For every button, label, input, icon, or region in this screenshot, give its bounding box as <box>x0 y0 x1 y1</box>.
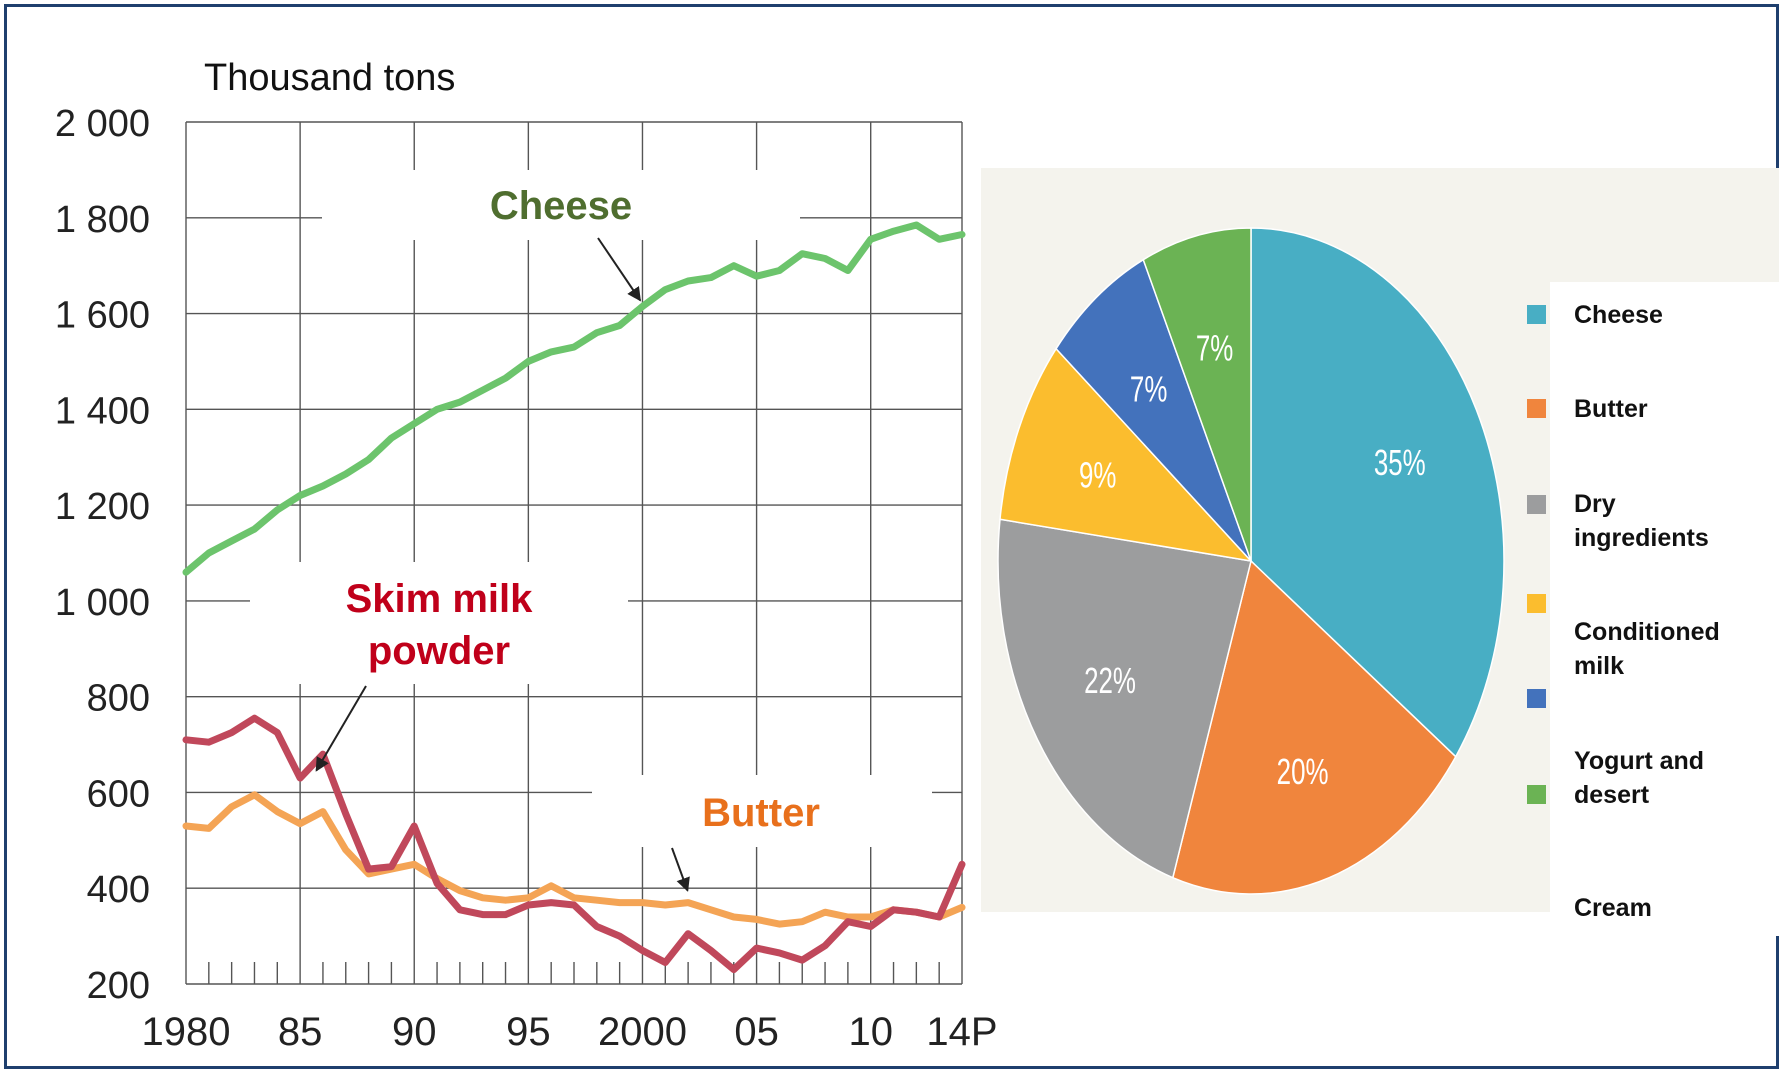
pie-label-butter: 20% <box>1277 752 1329 792</box>
cheese-series-line <box>182 221 966 576</box>
x-tick-label: 10 <box>848 1010 893 1054</box>
x-tick-label: 2000 <box>598 1010 687 1054</box>
y-tick-label: 2 000 <box>55 103 150 145</box>
pie-label-cream: 7% <box>1196 328 1233 368</box>
legend-label-line: ingredients <box>1574 524 1709 552</box>
legend-label-line: desert <box>1574 781 1650 809</box>
x-tick-label: 85 <box>278 1010 323 1054</box>
legend-label-line: milk <box>1574 652 1624 680</box>
cheese-label-box <box>322 170 800 240</box>
skim-arrow <box>315 685 367 772</box>
legend-item-butter-label: Butter <box>1574 395 1648 423</box>
skim-annotation-line1: Skim milk <box>346 577 534 621</box>
pie-label-dry-ingredients: 22% <box>1084 661 1136 701</box>
legend-label-line: Dry <box>1574 490 1616 518</box>
pie-label-yogurt: 7% <box>1130 369 1167 409</box>
legend-label-line: Conditioned <box>1574 618 1720 646</box>
butter-arrow <box>671 847 690 892</box>
butter-annotation: Butter <box>702 791 820 835</box>
skim-label-box <box>250 562 628 684</box>
x-tick-label: 95 <box>506 1010 551 1054</box>
butter-label-box <box>592 775 932 847</box>
skim-milk-series-line <box>182 714 966 974</box>
pie-slice-butter <box>1171 559 1457 895</box>
legend-label-line: Butter <box>1574 395 1648 423</box>
legend-label-line: Cream <box>1574 894 1652 922</box>
y-tick-label: 200 <box>87 965 150 1007</box>
y-tick-label: 1 200 <box>55 486 150 528</box>
pie-slice-conditioned-milk <box>999 347 1254 563</box>
pie-slice-dry-ingredients <box>997 518 1252 879</box>
x-tick-label: 1980 <box>142 1010 231 1054</box>
cheese-annotation: Cheese <box>490 184 632 228</box>
pie-slice-cheese <box>1250 227 1505 758</box>
y-tick-label: 400 <box>87 869 150 911</box>
legend-background <box>1550 282 1779 936</box>
legend-item-cream-label: Cream <box>1574 894 1652 922</box>
x-tick-label: 05 <box>734 1010 779 1054</box>
y-tick-label: 1 800 <box>55 199 150 241</box>
y-tick-label: 800 <box>87 678 150 720</box>
butter-series-line <box>182 791 966 928</box>
legend-item-butter-swatch <box>1527 399 1546 418</box>
pie-label-cheese: 35% <box>1374 443 1426 483</box>
y-tick-label: 600 <box>87 773 150 815</box>
legend-item-cheese-label: Cheese <box>1574 301 1663 329</box>
line-chart-grid <box>185 121 963 985</box>
cheese-arrow <box>597 237 642 302</box>
legend-item-yogurt-label: Yogurt and desert <box>1574 747 1704 809</box>
y-tick-label: 1 000 <box>55 582 150 624</box>
legend-label-line: Cheese <box>1574 301 1663 329</box>
y-axis-title: Thousand tons <box>204 57 455 99</box>
x-tick-label: 14P <box>926 1010 997 1054</box>
pie-slice-yogurt <box>1055 258 1252 562</box>
skim-annotation-line2: powder <box>368 629 510 673</box>
legend-item-conditioned-milk-label: Conditioned milk <box>1574 618 1720 680</box>
y-tick-label: 1 600 <box>55 295 150 337</box>
pie-label-conditioned-milk: 9% <box>1079 456 1116 496</box>
legend-item-yogurt-swatch <box>1527 689 1546 708</box>
x-tick-label: 90 <box>392 1010 437 1054</box>
legend-item-cheese-swatch <box>1527 305 1546 324</box>
legend-item-dry-ingredients-swatch <box>1527 495 1546 514</box>
y-tick-label: 1 400 <box>55 390 150 432</box>
pie-slice-cream <box>1142 227 1252 562</box>
legend-label-line: Yogurt and <box>1574 747 1704 775</box>
legend-item-cream-swatch <box>1527 785 1546 804</box>
legend-item-dry-ingredients-label: Dry ingredients <box>1574 490 1709 552</box>
legend-item-conditioned-milk-swatch <box>1527 594 1546 613</box>
